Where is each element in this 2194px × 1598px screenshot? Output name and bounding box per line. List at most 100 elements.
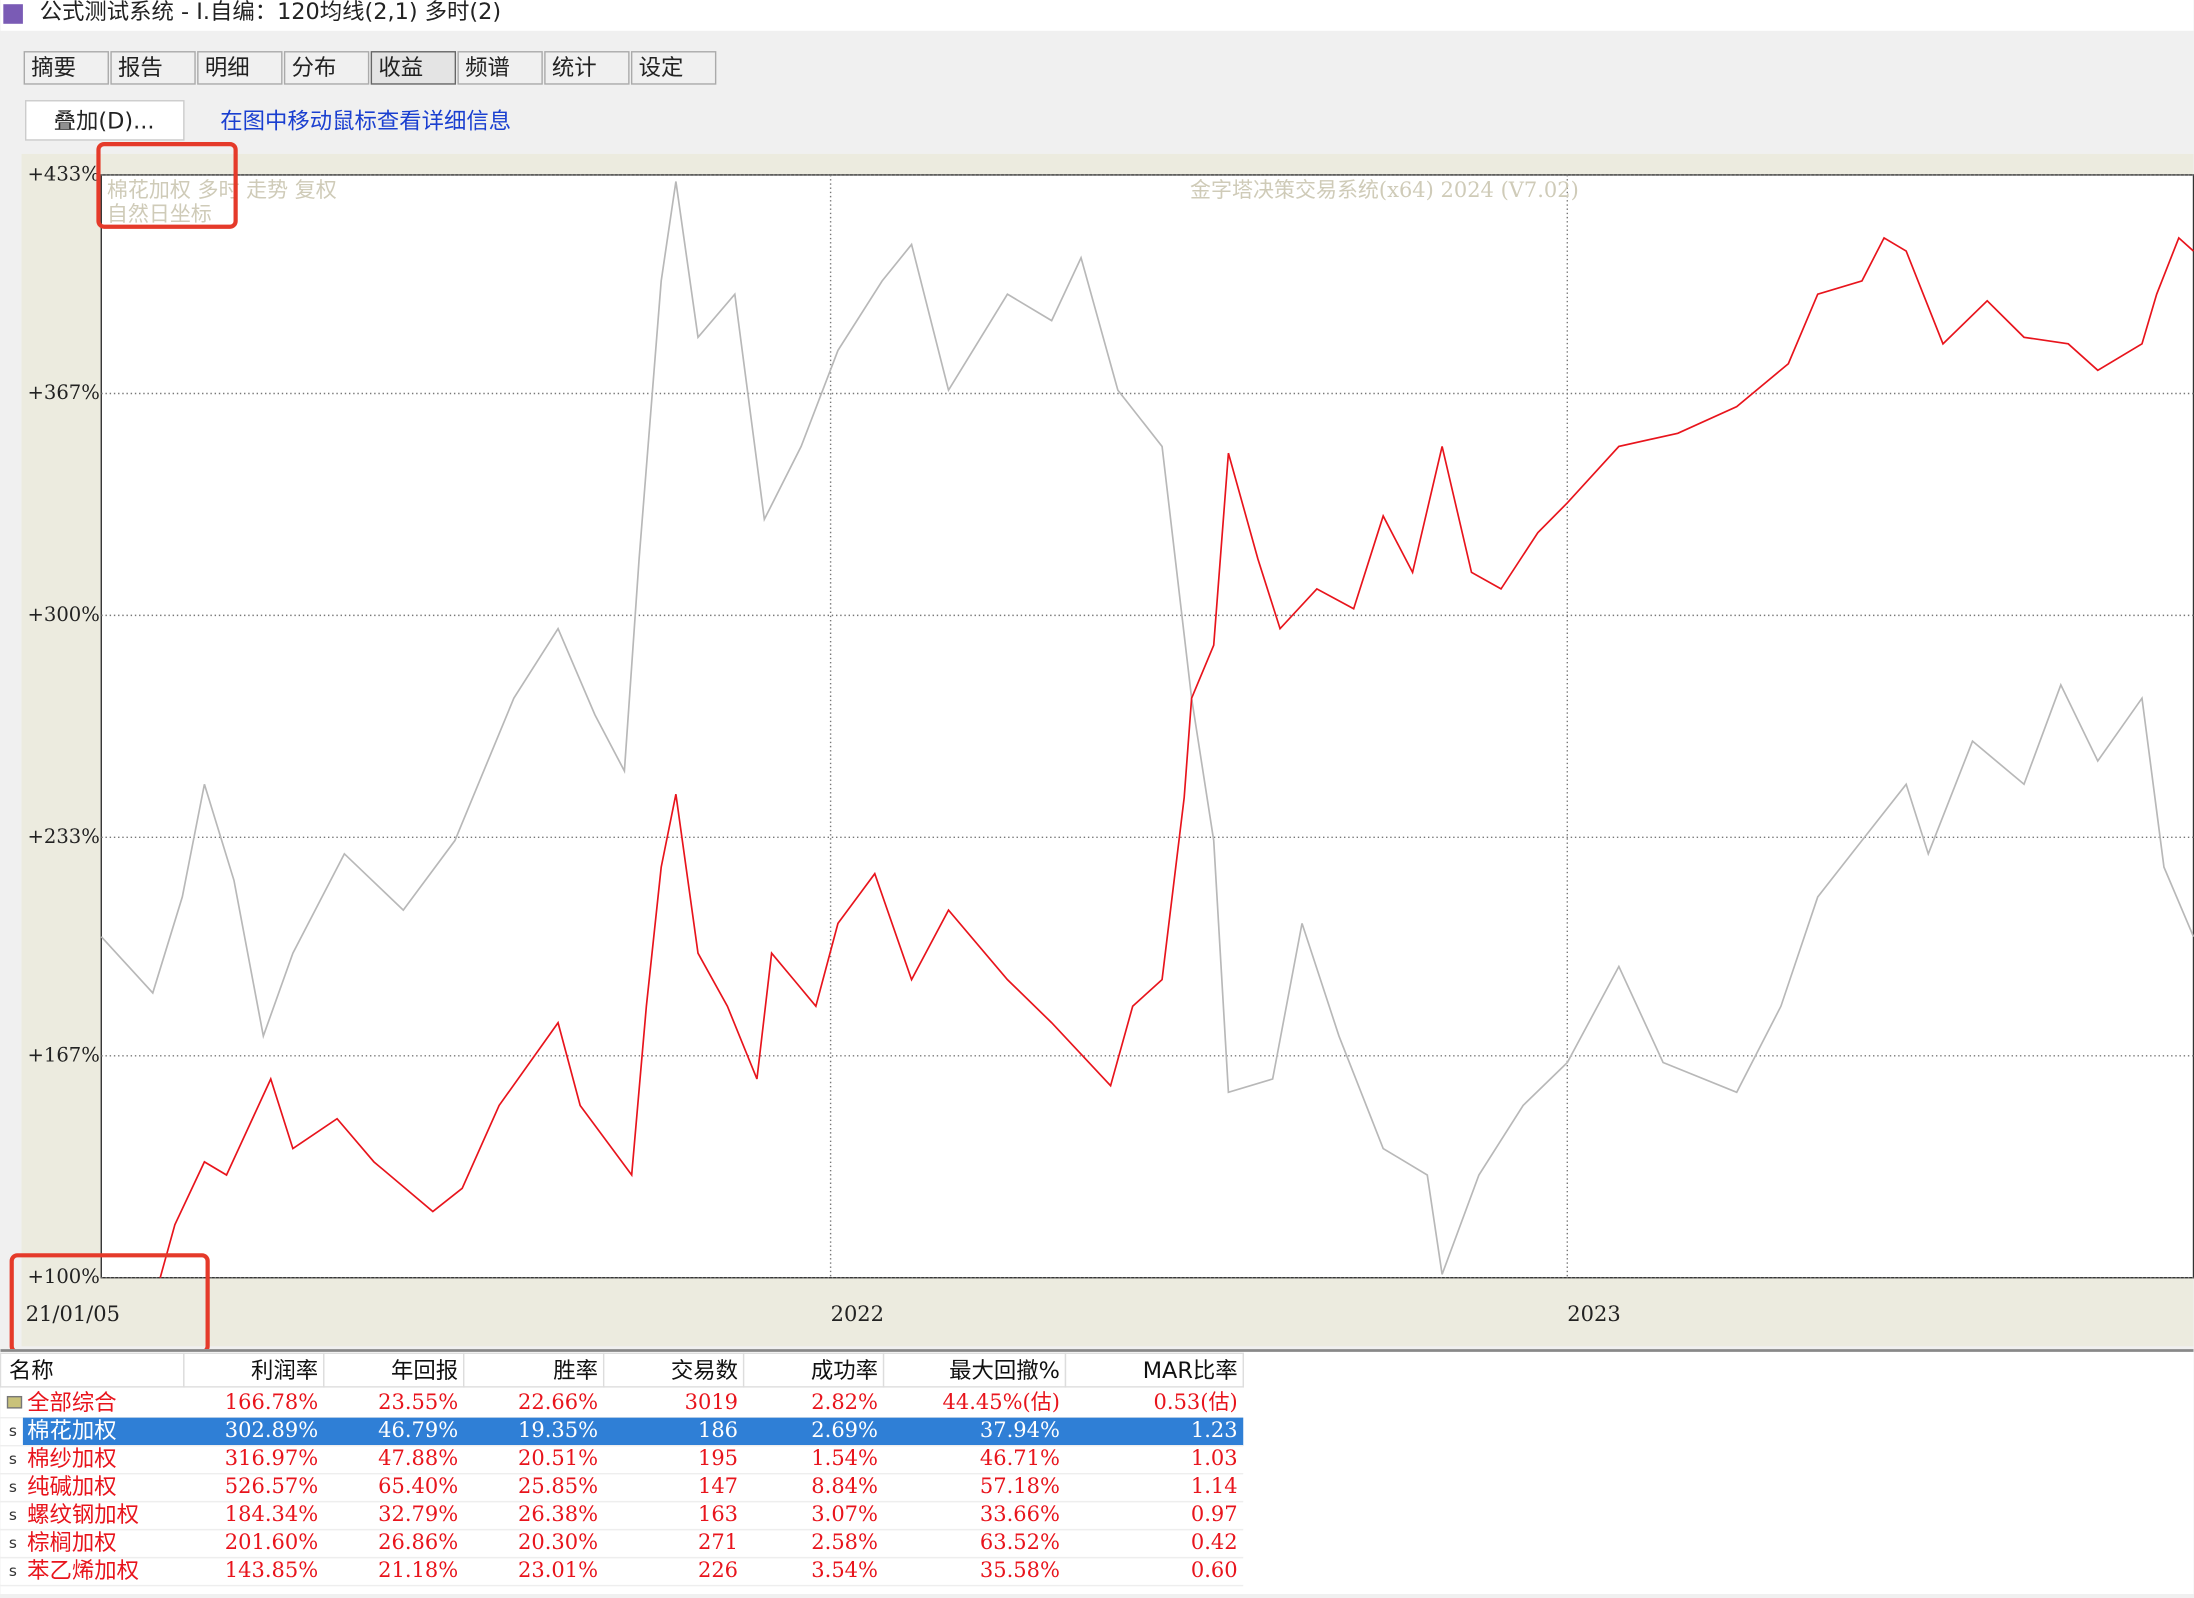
cell[interactable]: 3019: [685, 1390, 738, 1414]
cell[interactable]: 57.18%: [980, 1474, 1060, 1498]
tab-label[interactable]: 设定: [639, 55, 684, 81]
watermark: 金字塔决策交易系统(x64) 2024 (V7.02): [1190, 178, 1579, 202]
cell[interactable]: 201.60%: [225, 1530, 318, 1554]
window-title: 公式测试系统 - I.自编：120均线(2,1) 多时(2): [40, 0, 501, 25]
cell[interactable]: 8.84%: [811, 1474, 878, 1498]
header-cell: [183, 1352, 325, 1388]
tab[interactable]: [630, 51, 717, 85]
tab-label[interactable]: 分布: [292, 55, 337, 81]
cell[interactable]: 226: [698, 1558, 738, 1582]
y-tick-label: +167%: [27, 1043, 99, 1066]
watermark: 自然日坐标: [107, 202, 212, 226]
tab[interactable]: [370, 51, 457, 85]
tab-label[interactable]: 明细: [205, 55, 250, 81]
y-tick-label: +100%: [27, 1265, 99, 1288]
cell[interactable]: 147: [698, 1474, 738, 1498]
cell[interactable]: 2.69%: [811, 1418, 878, 1442]
cell[interactable]: 46.79%: [378, 1418, 458, 1442]
cell[interactable]: 44.45%(估): [943, 1390, 1060, 1414]
cell[interactable]: 2.58%: [811, 1530, 878, 1554]
overlay-button[interactable]: [25, 100, 185, 141]
tab-label[interactable]: 频谱: [465, 55, 510, 81]
cell[interactable]: 526.57%: [225, 1474, 318, 1498]
tab[interactable]: [110, 51, 196, 85]
cell[interactable]: 35.58%: [980, 1558, 1060, 1582]
cell[interactable]: 21.18%: [378, 1558, 458, 1582]
tab[interactable]: [283, 51, 370, 85]
cell[interactable]: 1.14: [1191, 1474, 1238, 1498]
cell[interactable]: 26.38%: [518, 1502, 598, 1526]
header-cell: [742, 1352, 885, 1388]
cell[interactable]: 螺纹钢加权: [27, 1502, 139, 1528]
tab[interactable]: [23, 51, 109, 85]
tab-label[interactable]: 摘要: [31, 55, 76, 81]
tab-label[interactable]: 统计: [552, 55, 597, 81]
header-cell: [463, 1352, 605, 1388]
tab[interactable]: [457, 51, 543, 85]
cell[interactable]: 0.42: [1191, 1530, 1238, 1554]
cell[interactable]: 全部综合: [27, 1390, 117, 1416]
cell[interactable]: 37.94%: [980, 1418, 1060, 1442]
tab[interactable]: [544, 51, 630, 85]
app-icon: [3, 4, 23, 24]
tab[interactable]: [197, 51, 283, 85]
overlay-button-label[interactable]: 叠加(D)...: [54, 108, 155, 134]
header-label: 利润率: [251, 1358, 318, 1384]
cell[interactable]: 1.23: [1191, 1418, 1238, 1442]
header-cell: [882, 1352, 1067, 1388]
watermark: 棉花加权 多时 走势 复权: [107, 178, 337, 202]
cell[interactable]: 47.88%: [378, 1446, 458, 1470]
cell[interactable]: 65.40%: [378, 1474, 458, 1498]
cell[interactable]: 2.82%: [811, 1390, 878, 1414]
header-label: 交易数: [671, 1358, 738, 1384]
cell[interactable]: 苯乙烯加权: [27, 1558, 139, 1584]
cell[interactable]: 26.86%: [378, 1530, 458, 1554]
header-cell: [323, 1352, 465, 1388]
tab-label[interactable]: 报告: [118, 55, 163, 81]
cell[interactable]: 棉纱加权: [27, 1446, 117, 1472]
cell[interactable]: 195: [698, 1446, 738, 1470]
row-icon: s: [9, 1422, 17, 1440]
cell[interactable]: 143.85%: [225, 1558, 318, 1582]
header-cell: [0, 1352, 185, 1388]
cell[interactable]: 0.60: [1191, 1558, 1238, 1582]
cell[interactable]: 32.79%: [378, 1502, 458, 1526]
cell[interactable]: 20.30%: [518, 1530, 598, 1554]
cell[interactable]: 33.66%: [980, 1502, 1060, 1526]
cell[interactable]: 19.35%: [518, 1418, 598, 1442]
cell[interactable]: 23.55%: [378, 1390, 458, 1414]
tab-label[interactable]: 收益: [378, 55, 423, 81]
cell[interactable]: 22.66%: [518, 1390, 598, 1414]
header-label: 名称: [9, 1358, 54, 1384]
cell[interactable]: 3.07%: [811, 1502, 878, 1526]
title-bar: [0, 0, 2194, 31]
cell[interactable]: 1.03: [1191, 1446, 1238, 1470]
cell[interactable]: 棉花加权: [27, 1418, 117, 1444]
highlight-box: [96, 142, 238, 229]
cell[interactable]: 302.89%: [225, 1418, 318, 1442]
series-line: [159, 236, 2194, 1278]
cell[interactable]: 纯碱加权: [27, 1474, 117, 1500]
cell[interactable]: 0.53(估): [1154, 1390, 1238, 1414]
cell[interactable]: 46.71%: [980, 1446, 1060, 1470]
cell[interactable]: 23.01%: [518, 1558, 598, 1582]
cell[interactable]: 棕榈加权: [27, 1530, 117, 1556]
cell[interactable]: 271: [698, 1530, 738, 1554]
cell[interactable]: 3.54%: [811, 1558, 878, 1582]
header-label: 年回报: [391, 1358, 458, 1384]
cell[interactable]: 1.54%: [811, 1446, 878, 1470]
cell[interactable]: 186: [698, 1418, 738, 1442]
series-line: [100, 181, 2194, 1275]
cell[interactable]: 316.97%: [225, 1446, 318, 1470]
cell[interactable]: 63.52%: [980, 1530, 1060, 1554]
cell[interactable]: 163: [698, 1502, 738, 1526]
cell[interactable]: 166.78%: [225, 1390, 318, 1414]
header-label: 胜率: [553, 1358, 598, 1384]
row-highlight[interactable]: [22, 1417, 1244, 1446]
cell[interactable]: 184.34%: [225, 1502, 318, 1526]
cell[interactable]: 20.51%: [518, 1446, 598, 1470]
cell[interactable]: 0.97: [1191, 1502, 1238, 1526]
cell[interactable]: 25.85%: [518, 1474, 598, 1498]
